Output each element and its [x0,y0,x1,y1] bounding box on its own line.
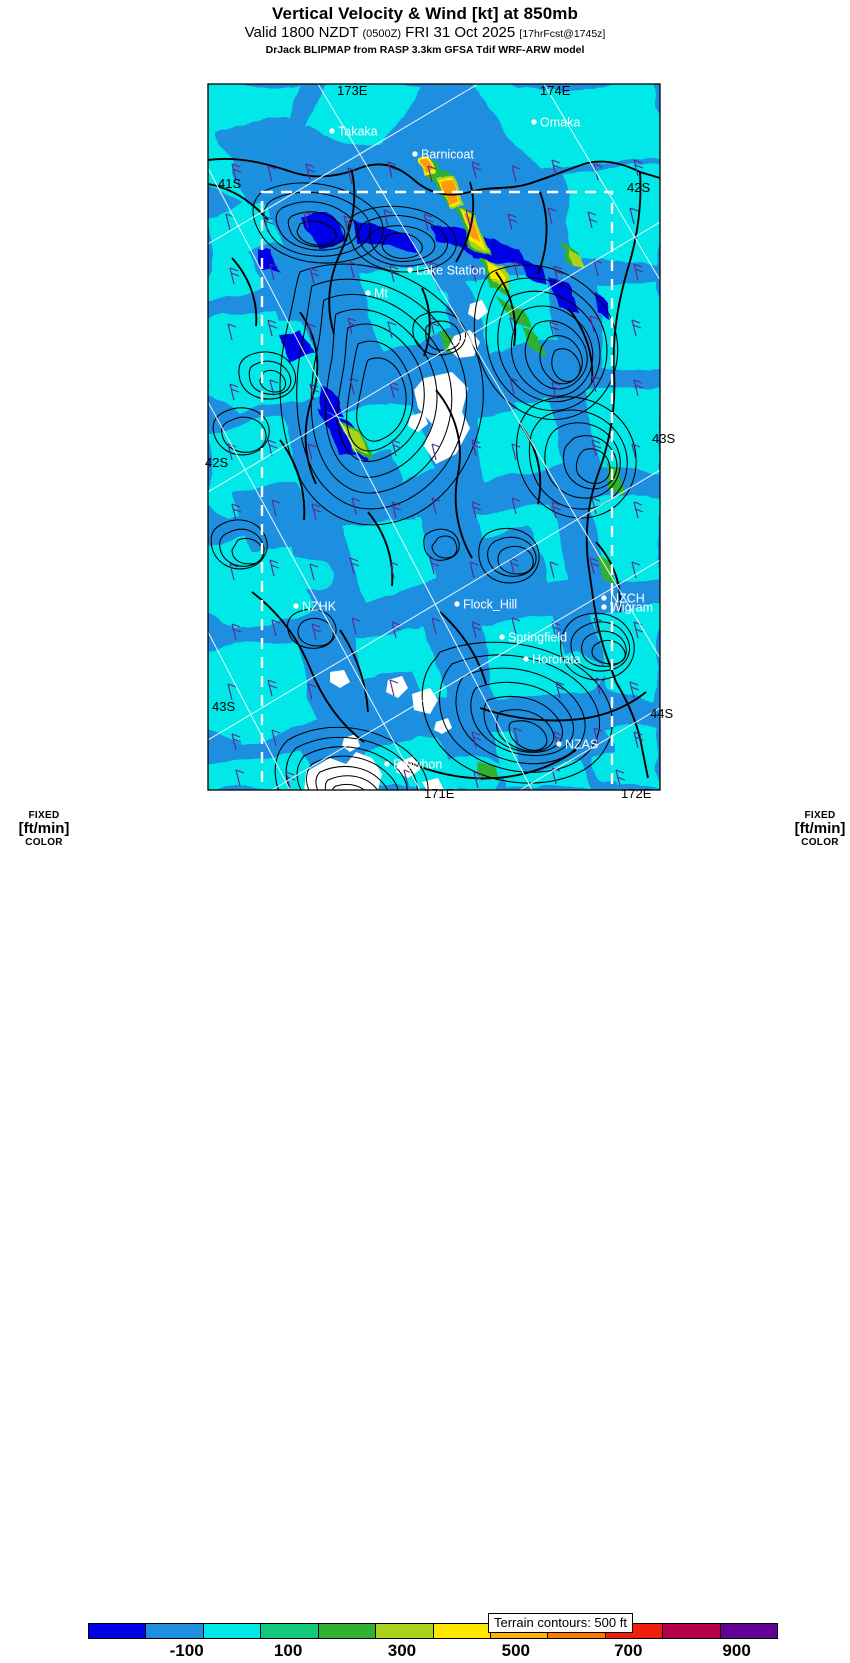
station-label: Springfield [508,631,567,645]
station-nzhk[interactable]: NZHK [293,600,337,614]
station-nzas[interactable]: NZAS [556,738,598,752]
station-dot-icon [556,741,562,747]
coastline [208,157,660,780]
station-dot-icon [531,119,537,125]
station-dot-icon [365,290,371,296]
colorbar-tick-900: 900 [722,1641,751,1660]
valid-time-utc: (0500Z) [362,28,401,40]
station-barnicoat[interactable]: Barnicoat [412,148,474,162]
grid-label-43S-left: 43S [212,699,235,714]
station-erewhon[interactable]: Erewhon [384,758,442,772]
colorbar-segment-11 [720,1624,778,1638]
grid-label-172E-bottom: 172E [621,786,652,801]
colorbar-left-units-label: [ft/min] [18,820,70,837]
station-label: Barnicoat [421,148,474,162]
station-dot-icon [499,634,505,640]
forecast-domain-box [260,190,614,802]
colorbar-left-fixed-label: FIXED [28,810,60,821]
colorbar-right-units-label: [ft/min] [794,820,846,837]
colorbar-tick-500: 500 [501,1641,530,1660]
station-nzch[interactable]: NZCH [601,592,645,606]
colorbar-left-color-label: COLOR [25,837,63,848]
station-dot-icon [601,595,607,601]
station-mt[interactable]: Mt [365,287,388,301]
station-springfield[interactable]: Springfield [499,631,567,645]
station-dot-icon [293,603,299,609]
grid-label-174E-top: 174E [540,83,571,98]
grid-label-42S-right: 42S [627,180,650,195]
station-wigram[interactable]: Wigram [601,601,653,615]
colorbar-tick--100: -100 [169,1641,204,1660]
station-markers: Takaka Barnicoat Omaka Lake Station Mt NZHK Fl… [293,116,653,772]
station-takaka[interactable]: Takaka [329,125,378,139]
station-label: Lake Station [416,264,486,278]
station-dot-icon [601,604,607,610]
colorbar-right-color-label: COLOR [801,837,839,848]
station-label: Erewhon [393,758,442,772]
valid-date: FRI 31 Oct 2025 [405,24,516,41]
colorbar-segment-0 [89,1624,147,1638]
valid-time-line: Valid 1800 NZDT (0500Z) FRI 31 Oct 2025 … [0,24,850,43]
chart-header: Vertical Velocity & Wind [kt] at 850mb V… [0,0,850,57]
station-label: NZCH [610,592,645,606]
forecast-tag: [17hrFcst@1745z] [519,28,606,40]
station-dot-icon [523,656,529,662]
station-label: Takaka [338,125,378,139]
station-hororata[interactable]: Hororata [523,653,581,667]
colorbar-segment-3 [261,1624,319,1638]
latlon-grid [208,84,660,790]
station-dot-icon [412,151,418,157]
station-dot-icon [407,267,413,273]
colorbar-tick-700: 700 [614,1641,643,1660]
grid-label-42S-left: 42S [205,455,228,470]
colorbar-tick-100: 100 [273,1641,303,1660]
station-label: Wigram [610,601,653,615]
weather-map[interactable]: Takaka Barnicoat Omaka Lake Station Mt NZHK Fl… [0,72,850,802]
page-title: Vertical Velocity & Wind [kt] at 850mb [272,4,578,23]
valid-time-prefix: Valid 1800 NZDT [244,24,359,41]
station-lake station[interactable]: Lake Station [407,264,486,278]
station-dot-icon [454,601,460,607]
wind-barbs [225,159,644,789]
model-source-line: DrJack BLIPMAP from RASP 3.3km GFSA Tdif… [265,44,585,56]
station-dot-icon [384,761,390,767]
colorbar-segment-2 [203,1624,262,1638]
grid-label-41S-left: 41S [218,176,241,191]
station-label: NZAS [565,738,598,752]
terrain-contours-note: Terrain contours: 500 ft [488,1613,633,1633]
vertical-velocity-field [208,84,660,790]
colorbar-gradient-strip [88,1623,778,1639]
colorbar-left-legend: FIXED [ft/min] COLOR [2,810,86,849]
grid-label-173E-top: 173E [337,83,368,98]
grid-label-171E-bottom: 171E [424,786,455,801]
station-label: Mt [374,287,388,301]
colorbar-segment-5 [376,1624,434,1638]
station-omaka[interactable]: Omaka [531,116,580,130]
colorbar-segment-6 [433,1624,491,1638]
colorbar-right-legend: FIXED [ft/min] COLOR [778,810,850,849]
colorbar-segment-1 [146,1624,204,1638]
grid-label-43S-right: 43S [652,431,675,446]
colorbar-segment-4 [318,1624,377,1638]
grid-label-44S-right: 44S [650,706,673,721]
station-label: Flock_Hill [463,598,517,612]
station-flock_hill[interactable]: Flock_Hill [454,598,517,612]
grid-labels: 173E 174E 41S 42S 43S 42S 43S 44S 171E 172E [205,83,675,801]
terrain-contours [210,182,637,790]
colorbar-tick-300: 300 [387,1641,417,1660]
colorbar-segment-10 [663,1624,721,1638]
map-frame [207,83,661,791]
colorbar-right-fixed-label: FIXED [804,810,836,821]
station-label: NZHK [302,600,337,614]
station-dot-icon [329,128,335,134]
station-label: Hororata [532,653,581,667]
station-label: Omaka [540,116,580,130]
map-canvas[interactable]: Takaka Barnicoat Omaka Lake Station Mt NZHK Fl… [0,72,850,802]
colorbar-tick-labels: -100 100 300 500 700 900 [88,1641,778,1663]
colorbar-area: FIXED [ft/min] COLOR Terrain contours: 5… [0,805,850,1661]
